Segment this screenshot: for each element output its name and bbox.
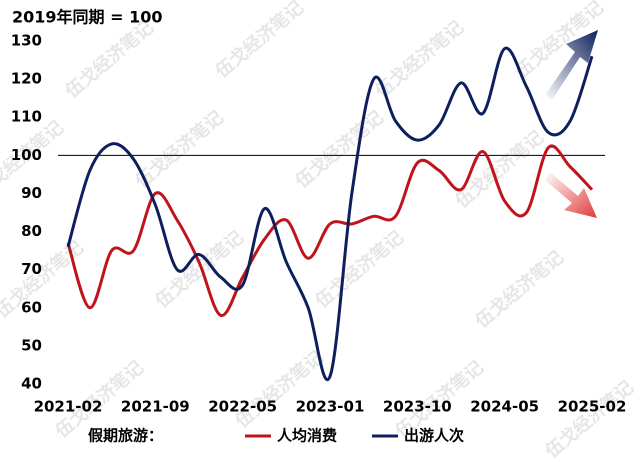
down-arrow [545,172,597,218]
watermark: 伍戈经济笔记 [230,346,328,433]
x-tick-label: 2021-02 [34,398,103,416]
y-tick-label: 40 [21,375,42,393]
y-tick-label: 120 [11,70,42,88]
watermark: 伍戈经济笔记 [210,0,308,83]
y-tick-label: 130 [11,32,42,50]
y-tick-label: 60 [21,298,42,316]
x-tick-label: 2023-10 [383,398,452,416]
y-tick-label: 70 [21,260,42,278]
watermark: 伍戈经济笔记 [470,246,568,333]
x-tick-label: 2025-02 [558,398,627,416]
x-tick-label: 2022-05 [208,398,277,416]
legend-label: 人均消费 [277,427,337,445]
watermark: 伍戈经济笔记 [290,106,388,193]
y-tick-label: 100 [11,146,42,164]
series-line [66,46,594,382]
watermark: 伍戈经济笔记 [0,236,88,323]
up-arrow [545,30,598,100]
y-tick-label: 80 [21,222,42,240]
x-tick-label: 2023-01 [296,398,365,416]
legend-title: 假期旅游： [88,427,163,445]
x-tick-label: 2024-05 [470,398,539,416]
y-tick-label: 50 [21,336,42,354]
y-tick-label: 110 [11,108,42,126]
x-tick-label: 2021-09 [121,398,190,416]
watermark: 伍戈经济笔记 [60,16,158,103]
y-tick-label: 90 [21,184,42,202]
watermark: 伍戈经济笔记 [540,376,638,463]
y-axis-title: 2019年同期 = 100 [12,8,162,27]
legend-label: 出游人次 [404,427,464,445]
watermark: 伍戈经济笔记 [310,226,408,313]
